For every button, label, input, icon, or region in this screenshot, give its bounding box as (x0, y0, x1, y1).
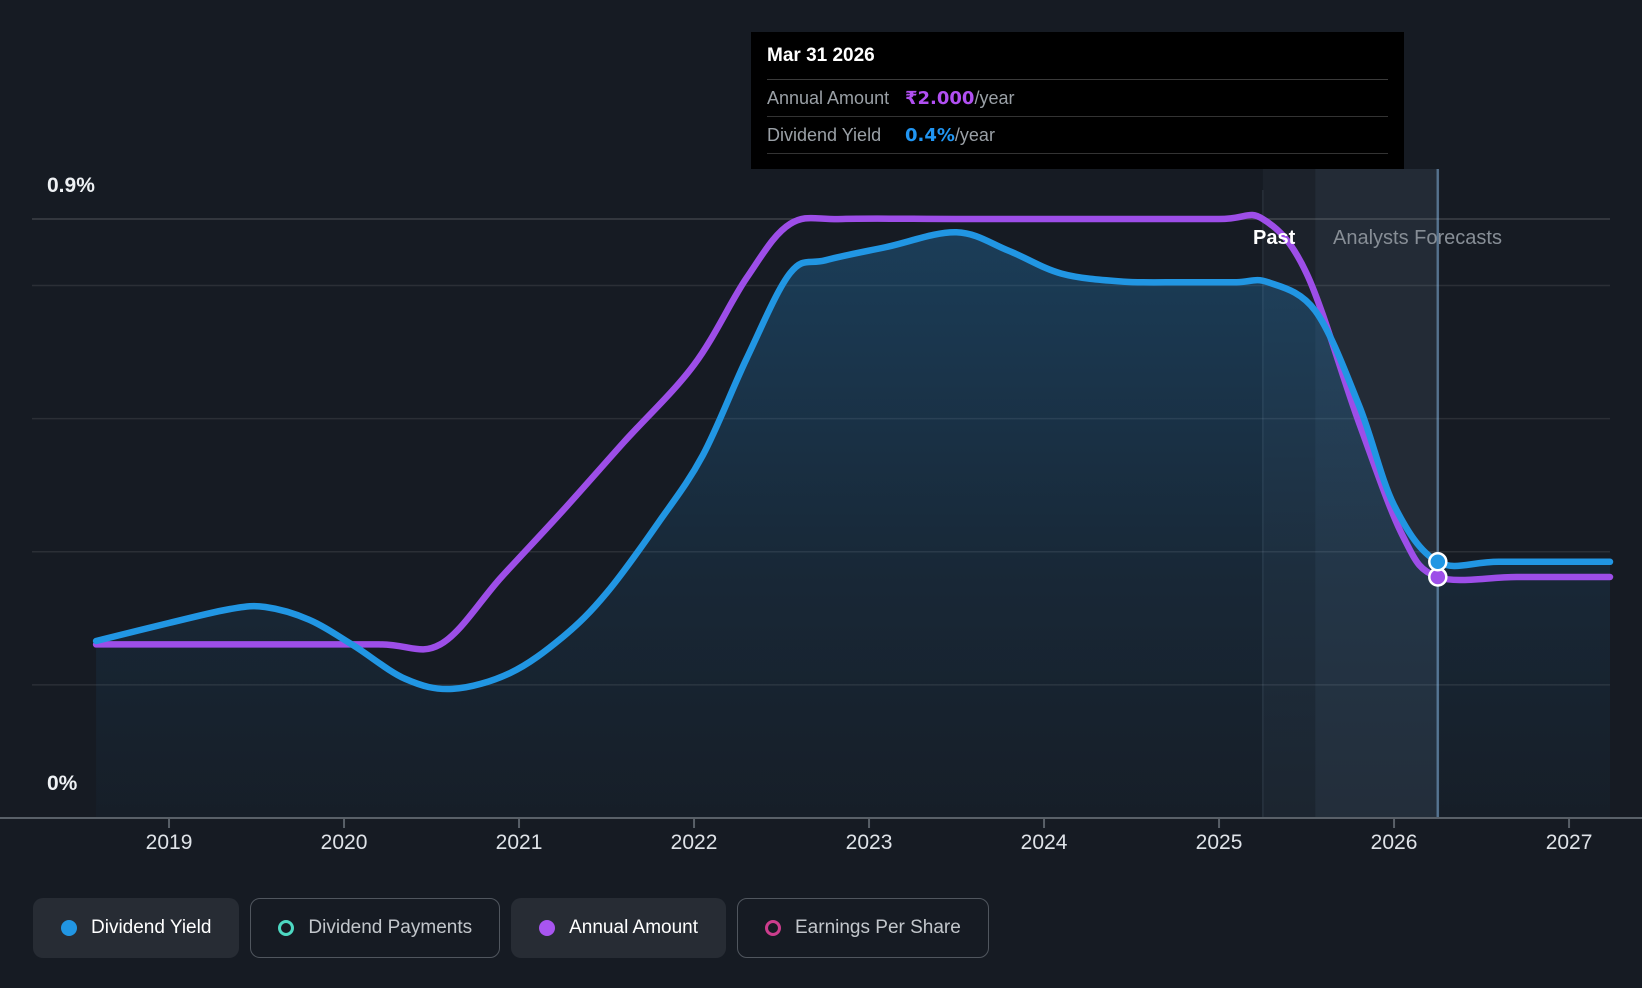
yield-area-fill (96, 232, 1611, 819)
tooltip-date: Mar 31 2026 (767, 32, 1388, 80)
legend-toggle-earnings-per-share[interactable]: Earnings Per Share (737, 898, 989, 958)
dividend-yield-line (92, 229, 1614, 693)
x-axis-tick-label: 2025 (1195, 831, 1243, 854)
legend-toggle-annual-amount[interactable]: Annual Amount (511, 898, 726, 958)
legend-toggle-dividend-payments[interactable]: Dividend Payments (250, 898, 501, 958)
x-axis-tick-label: 2021 (495, 831, 543, 854)
tooltip-row-dividend-yield: Dividend Yield 0.4% /year (767, 117, 1388, 154)
past-region-label: Past (1253, 227, 1296, 249)
tooltip-annual-amount-value: ₹2.000 (905, 87, 975, 109)
earnings-per-share-ring-icon (765, 920, 781, 936)
dividend-payments-ring-icon (278, 920, 295, 936)
chart-legend: Dividend Yield Dividend Payments Annual … (33, 898, 989, 958)
tooltip-dividend-yield-value: 0.4% (905, 124, 955, 146)
y-axis-label-min: 0% (47, 772, 78, 795)
y-axis-label-max: 0.9% (47, 174, 95, 197)
chart-tooltip: Mar 31 2026 Annual Amount ₹2.000 /year D… (751, 32, 1404, 169)
x-axis-tick-label: 2019 (145, 831, 193, 854)
x-axis-tick-label: 2020 (320, 831, 368, 854)
legend-toggle-dividend-yield[interactable]: Dividend Yield (33, 898, 240, 958)
hover-point-markers (1428, 552, 1448, 587)
dividend-yield-dot-icon (61, 920, 77, 936)
x-axis-tick-label: 2026 (1370, 831, 1418, 854)
x-axis-tick-label: 2023 (845, 831, 893, 854)
tooltip-row-annual-amount: Annual Amount ₹2.000 /year (767, 80, 1388, 117)
x-axis-tick-label: 2022 (670, 831, 718, 854)
x-axis-tick-label: 2027 (1545, 831, 1593, 854)
annual-amount-line (92, 211, 1614, 653)
annual-amount-dot-icon (539, 920, 556, 936)
x-axis-tick-label: 2024 (1020, 831, 1068, 854)
analysts-forecasts-region-label: Analysts Forecasts (1333, 227, 1502, 249)
x-axis (0, 817, 1642, 828)
